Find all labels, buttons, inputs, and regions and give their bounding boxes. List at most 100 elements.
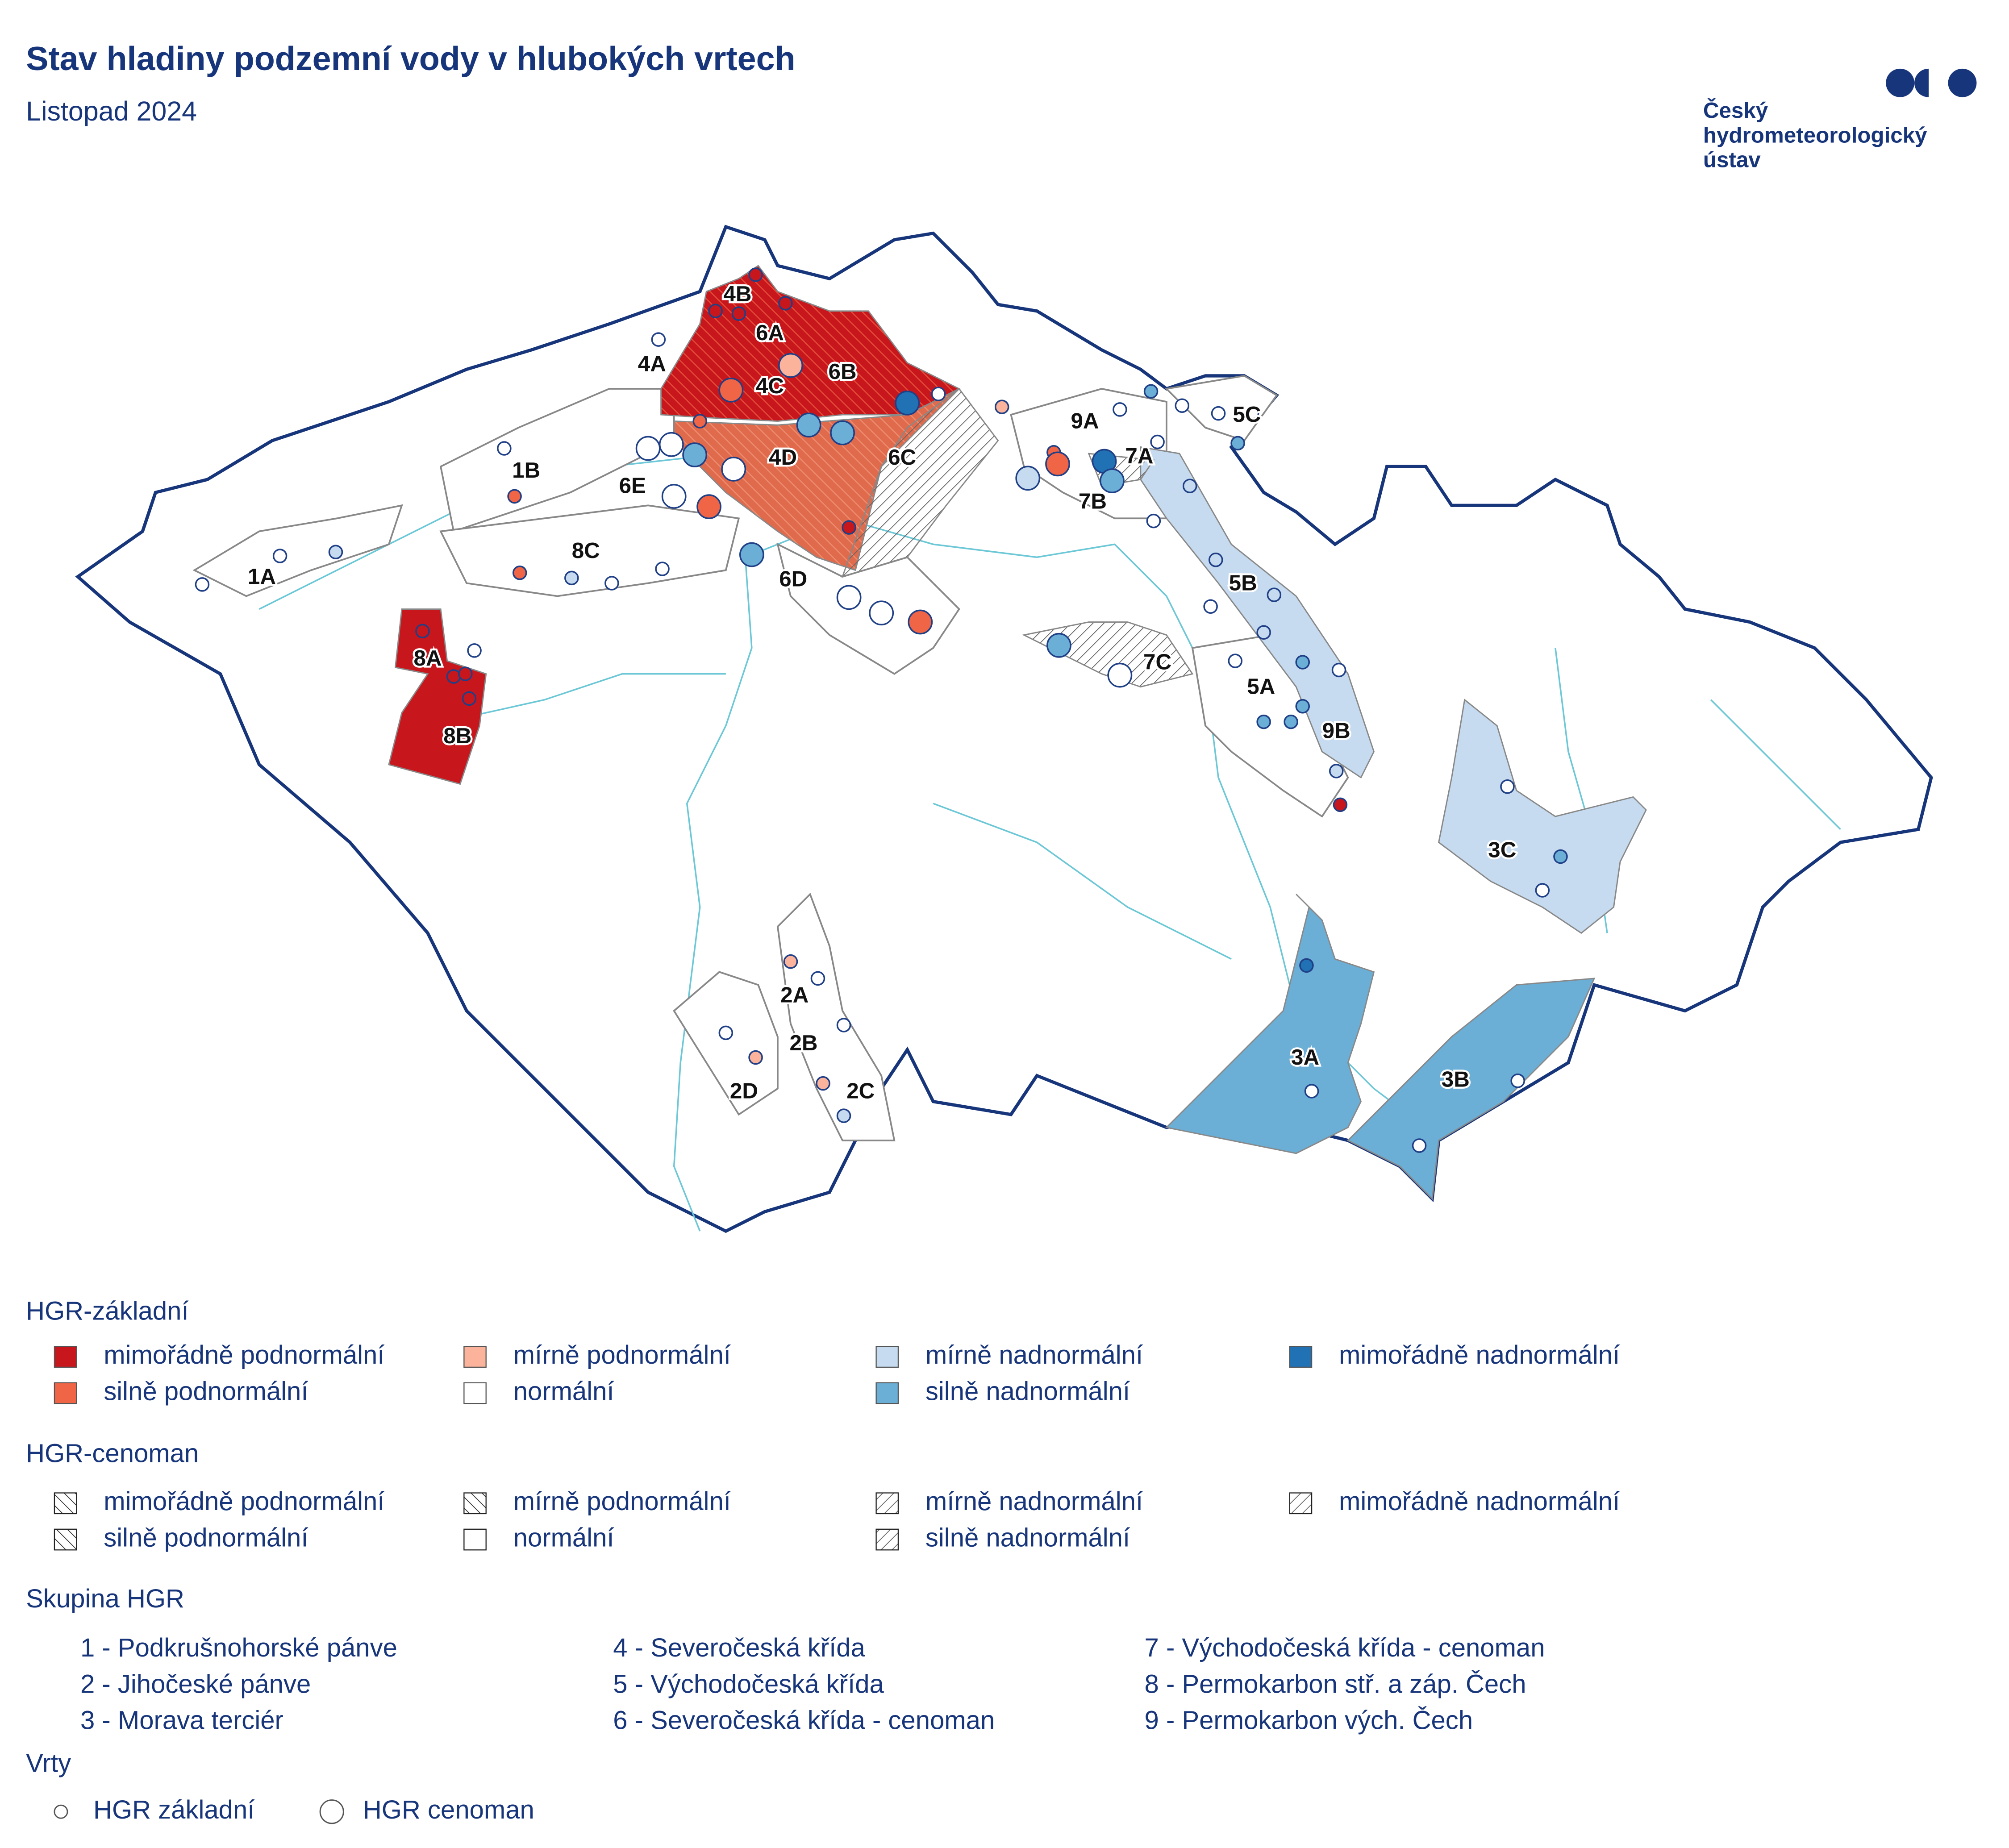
- legend-label: HGR cenoman: [363, 1795, 534, 1824]
- legend-label: normální: [513, 1523, 614, 1552]
- legend-well: [54, 1804, 68, 1819]
- legend-label: mírně podnormální: [513, 1487, 731, 1516]
- legend-label: HGR základní: [93, 1795, 254, 1824]
- well: [195, 577, 210, 592]
- well: [655, 562, 670, 576]
- well: [1107, 662, 1133, 688]
- region-label: 4D: [769, 445, 797, 470]
- region: [388, 608, 487, 785]
- legend-label: silně podnormální: [104, 1523, 308, 1552]
- legend-swatch: [1289, 1492, 1313, 1515]
- logo-text: ústav: [1703, 148, 1761, 172]
- legend-label: mimořádně nadnormální: [1339, 1487, 1620, 1516]
- well: [796, 412, 821, 438]
- well: [1299, 958, 1314, 973]
- well: [1256, 714, 1271, 729]
- well: [739, 542, 764, 567]
- well: [1535, 883, 1550, 898]
- legend: HGR-základní mimořádně podnormální silně p…: [26, 1296, 1620, 1824]
- zone: [776, 892, 896, 1141]
- legend-label: mimořádně podnormální: [104, 1487, 384, 1516]
- well: [497, 441, 512, 456]
- well: [830, 420, 855, 445]
- well: [1113, 402, 1127, 417]
- well: [1100, 468, 1125, 493]
- legend-swatch: [875, 1346, 899, 1368]
- region-label: 3C: [1488, 837, 1516, 862]
- legend-swatch: [54, 1382, 77, 1404]
- well: [651, 332, 666, 347]
- legend-swatch: [875, 1492, 899, 1515]
- legend-label: normální: [513, 1377, 614, 1406]
- legend-label: 8 - Permokarbon stř. a záp. Čech: [1145, 1669, 1526, 1698]
- well: [446, 669, 461, 684]
- well: [1150, 434, 1165, 450]
- well: [748, 1050, 763, 1065]
- well: [1211, 406, 1226, 421]
- region-label: 7A: [1125, 444, 1153, 468]
- region-label: 5B: [1229, 570, 1257, 595]
- legend-label: silně nadnormální: [925, 1377, 1130, 1406]
- well: [507, 489, 522, 504]
- region-label: 9B: [1322, 718, 1350, 743]
- legend-label: 6 - Severočeská křída - cenoman: [613, 1706, 995, 1735]
- well: [994, 400, 1009, 414]
- region-label: 4A: [638, 352, 666, 376]
- region-label: 2A: [780, 983, 809, 1007]
- river: [673, 557, 753, 1232]
- wells: [195, 267, 1568, 1153]
- region-label: 4C: [756, 374, 784, 398]
- legend-label: 3 - Morava terciér: [80, 1706, 283, 1735]
- legend-swatch: [875, 1528, 899, 1551]
- region-label: 6B: [829, 359, 857, 384]
- well: [635, 436, 661, 461]
- well: [272, 549, 288, 563]
- well: [1331, 662, 1346, 678]
- map: 1A 1B 2A 2B 2C 2D 3A 3B 3C 4A 4B 4C 4D 5A 5B 5C 6A 6B 6C 6D…: [75, 225, 1933, 1233]
- well: [1329, 764, 1344, 778]
- well: [816, 1076, 830, 1091]
- legend-swatch: [54, 1528, 77, 1551]
- legend-label: 5 - Východočeská křída: [613, 1669, 884, 1698]
- region-label: 1A: [248, 564, 276, 589]
- region-label: 5C: [1233, 402, 1261, 427]
- logo: Český hydrometeorologický ústav: [1703, 68, 1977, 172]
- legend-label: 4 - Severočeská křída: [613, 1633, 865, 1662]
- well: [467, 643, 482, 658]
- well: [1500, 779, 1515, 794]
- legend-label: mimořádně podnormální: [104, 1340, 384, 1369]
- region-label: 5A: [1247, 674, 1275, 699]
- well: [1208, 552, 1223, 567]
- well: [1230, 436, 1245, 451]
- well: [1304, 1084, 1319, 1099]
- well: [564, 570, 579, 586]
- well: [462, 691, 477, 706]
- well: [810, 971, 825, 986]
- well: [869, 600, 894, 626]
- well: [1553, 849, 1568, 864]
- legend-title: Skupina HGR: [26, 1584, 184, 1613]
- logo-text: hydrometeorologický: [1703, 123, 1927, 147]
- legend-label: 9 - Permokarbon vých. Čech: [1145, 1706, 1473, 1735]
- well: [836, 1018, 851, 1032]
- well: [731, 306, 746, 321]
- well: [1203, 599, 1218, 614]
- well: [1143, 384, 1159, 399]
- region: [1165, 894, 1375, 1154]
- region-label: 7B: [1079, 489, 1107, 513]
- well: [659, 432, 684, 457]
- region-label: 6E: [619, 474, 646, 498]
- region-label: 2C: [846, 1078, 875, 1103]
- well: [1256, 625, 1271, 640]
- region: [1140, 446, 1375, 779]
- region-label: 4B: [723, 282, 751, 306]
- well: [458, 666, 473, 681]
- well: [1175, 398, 1190, 413]
- legend-label: mírně podnormální: [513, 1340, 731, 1369]
- legend-label: mírně nadnormální: [925, 1340, 1143, 1369]
- region-label: 3B: [1442, 1067, 1470, 1091]
- well: [682, 442, 707, 467]
- legend-swatch: [463, 1382, 487, 1404]
- legend-label: 1 - Podkrušnohorské pánve: [80, 1633, 397, 1662]
- region-label: 6D: [779, 567, 807, 591]
